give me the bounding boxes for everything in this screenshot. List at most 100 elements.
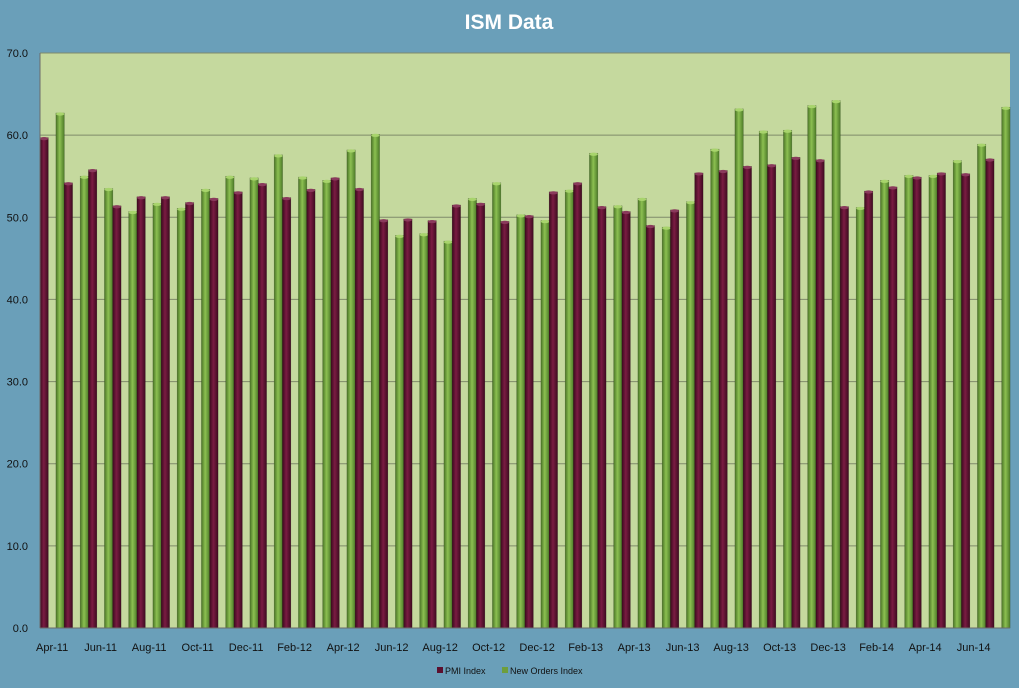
bar-new-orders-index-cap <box>880 179 889 183</box>
x-tick-label: Jun-13 <box>666 642 700 654</box>
bar-pmi-index-cap <box>694 172 704 176</box>
bar-new-orders-index <box>758 130 768 629</box>
x-tick-label: Apr-14 <box>909 642 942 654</box>
x-axis-labels: Apr-11 Jun-11 Aug-11 Oct-11 Dec-11 Feb-12 Apr-… <box>36 642 990 654</box>
bar-pmi-index <box>88 169 98 629</box>
bar-pmi-index <box>742 166 752 629</box>
legend-swatch-pmi <box>437 667 443 673</box>
legend-swatch-new-orders <box>502 667 508 673</box>
bar-new-orders-index <box>637 198 647 629</box>
bar-new-orders-index-cap <box>492 182 501 186</box>
bar-pmi-index <box>912 176 922 629</box>
bar-new-orders-index <box>1001 106 1011 629</box>
bar-new-orders-index-cap <box>371 133 380 137</box>
bar-new-orders-index-cap <box>904 174 914 178</box>
bar-pmi-index <box>645 225 655 629</box>
bar-pmi-index <box>694 172 704 629</box>
bar-new-orders-index-cap <box>152 202 162 206</box>
bar-pmi-index <box>548 191 558 629</box>
bar-new-orders-index <box>807 105 817 629</box>
bar-new-orders-index <box>710 148 720 629</box>
bar-pmi-index-cap <box>39 137 49 141</box>
bar-pmi-index <box>39 137 49 629</box>
bar-new-orders-index-cap <box>298 176 307 180</box>
bar-new-orders-index-cap <box>225 175 235 179</box>
bar-new-orders-index <box>176 208 186 629</box>
bar-new-orders-index-cap <box>540 219 550 224</box>
bar-new-orders-index-cap <box>710 148 720 152</box>
bar-pmi-index-cap <box>427 219 437 224</box>
bar-new-orders-index <box>686 201 696 629</box>
bar-new-orders-index <box>79 175 89 629</box>
bar-new-orders-index-cap <box>201 188 210 192</box>
y-tick-label: 40.0 <box>7 294 28 306</box>
x-tick-label: Jun-11 <box>84 642 117 654</box>
bar-new-orders-index-cap <box>831 100 841 104</box>
bar-pmi-index-cap <box>282 196 291 201</box>
bar-pmi-index-cap <box>185 201 194 206</box>
bar-pmi-index-cap <box>718 169 728 174</box>
bar-new-orders-index <box>201 189 211 629</box>
y-tick-label: 30.0 <box>7 377 28 389</box>
x-tick-label: Aug-11 <box>132 642 167 654</box>
bar-pmi-index-cap <box>937 172 946 176</box>
bar-pmi-index <box>451 204 461 629</box>
bar-new-orders-index-cap <box>249 177 259 181</box>
bar-new-orders-index-cap <box>589 152 598 156</box>
bar-new-orders-index-cap <box>977 143 986 147</box>
bar-pmi-index-cap <box>379 219 388 223</box>
bar-pmi-index <box>112 205 122 629</box>
bar-pmi-index <box>888 186 898 629</box>
bar-pmi-index <box>379 219 389 629</box>
bar-pmi-index <box>233 191 243 629</box>
bar-pmi-index <box>63 182 73 629</box>
bar-pmi-index-cap <box>136 196 146 200</box>
bar-pmi-index-cap <box>791 156 801 160</box>
x-tick-label: Jun-14 <box>957 642 991 654</box>
bar-new-orders-index <box>273 154 283 629</box>
bar-new-orders-index <box>734 108 744 629</box>
legend-label-new-orders: New Orders Index <box>510 666 583 676</box>
x-tick-label: Apr-12 <box>327 642 360 654</box>
y-tick-label: 60.0 <box>7 130 28 142</box>
bar-pmi-index-cap <box>258 183 267 187</box>
bar-pmi-index <box>209 198 219 629</box>
x-tick-label: Apr-13 <box>618 642 651 654</box>
bar-new-orders-index <box>298 176 308 629</box>
bar-pmi-index <box>282 197 292 629</box>
bar-pmi-index-cap <box>355 187 364 192</box>
bar-new-orders-index-cap <box>322 179 332 183</box>
bar-new-orders-index <box>395 235 405 629</box>
bar-new-orders-index <box>783 129 793 629</box>
bar-pmi-index <box>985 158 995 629</box>
bar-new-orders-index <box>249 177 259 629</box>
bar-pmi-index <box>597 206 607 629</box>
x-tick-label: Oct-12 <box>472 642 505 654</box>
bar-new-orders-index <box>55 112 65 629</box>
bar-new-orders-index-cap <box>104 187 113 192</box>
bar-pmi-index <box>403 218 413 629</box>
x-tick-label: Dec-12 <box>519 642 554 654</box>
bar-pmi-index-cap <box>888 186 898 190</box>
bar-pmi-index-cap <box>209 197 219 201</box>
x-tick-label: Dec-13 <box>810 642 845 654</box>
bar-pmi-index-cap <box>161 196 170 200</box>
bar-new-orders-index <box>128 211 138 629</box>
bar-pmi-index <box>500 221 510 629</box>
bar-pmi-index-cap <box>233 191 243 195</box>
bar-new-orders-index-cap <box>468 197 477 201</box>
bar-new-orders-index <box>928 175 938 629</box>
bar-new-orders-index <box>152 203 162 629</box>
bar-new-orders-index-cap <box>55 112 65 116</box>
bar-pmi-index-cap <box>961 173 970 177</box>
x-tick-label: Feb-14 <box>859 642 894 654</box>
bar-pmi-index <box>670 209 680 629</box>
bar-pmi-index-cap <box>912 176 922 180</box>
bar-new-orders-index <box>104 188 114 629</box>
y-tick-label: 10.0 <box>7 541 28 553</box>
bar-pmi-index <box>621 211 631 629</box>
bar-new-orders-index <box>831 100 841 629</box>
bar-new-orders-index <box>443 240 453 629</box>
bar-new-orders-index-cap <box>565 189 574 193</box>
